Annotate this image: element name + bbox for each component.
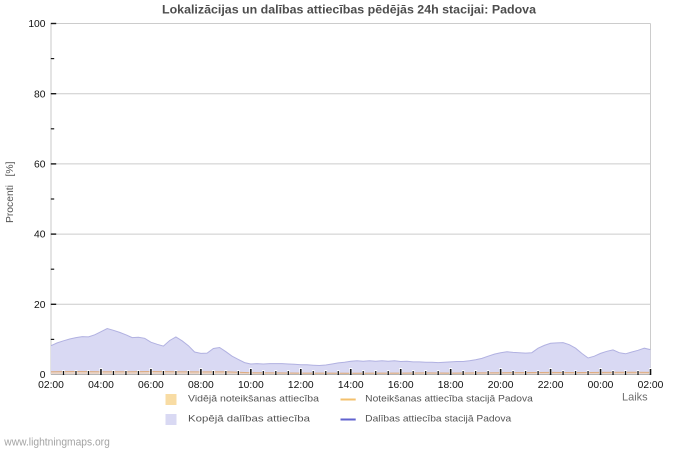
svg-text:80: 80 xyxy=(34,89,46,100)
svg-text:Lokalizācijas un dalības attie: Lokalizācijas un dalības attiecības pēdē… xyxy=(162,3,536,17)
svg-text:Noteikšanas attiecība stacijā: Noteikšanas attiecība stacijā Padova xyxy=(365,394,534,404)
svg-text:18:00: 18:00 xyxy=(438,380,464,391)
svg-text:22:00: 22:00 xyxy=(538,380,564,391)
svg-text:16:00: 16:00 xyxy=(388,380,414,391)
svg-text:02:00: 02:00 xyxy=(38,380,64,391)
svg-text:08:00: 08:00 xyxy=(188,380,214,391)
svg-text:12:00: 12:00 xyxy=(288,380,314,391)
svg-text:www.lightningmaps.org: www.lightningmaps.org xyxy=(3,436,109,448)
svg-text:20:00: 20:00 xyxy=(488,380,514,391)
svg-text:06:00: 06:00 xyxy=(138,380,164,391)
svg-text:Procenti [%]: Procenti [%] xyxy=(4,161,16,223)
svg-text:Vidējā noteikšanas attiecība: Vidējā noteikšanas attiecība xyxy=(188,394,320,404)
svg-text:Kopējā dalības attiecība: Kopējā dalības attiecība xyxy=(188,414,311,424)
svg-text:40: 40 xyxy=(34,230,46,241)
svg-text:Laiks: Laiks xyxy=(622,392,648,404)
svg-text:100: 100 xyxy=(28,19,45,30)
svg-text:04:00: 04:00 xyxy=(88,380,114,391)
svg-text:Dalības attiecība stacijā Pado: Dalības attiecība stacijā Padova xyxy=(365,414,512,424)
svg-text:00:00: 00:00 xyxy=(588,380,614,391)
svg-text:0: 0 xyxy=(40,370,46,381)
svg-text:02:00: 02:00 xyxy=(638,380,664,391)
svg-text:60: 60 xyxy=(34,160,46,171)
svg-text:14:00: 14:00 xyxy=(338,380,364,391)
svg-text:10:00: 10:00 xyxy=(238,380,264,391)
svg-text:20: 20 xyxy=(34,300,46,311)
